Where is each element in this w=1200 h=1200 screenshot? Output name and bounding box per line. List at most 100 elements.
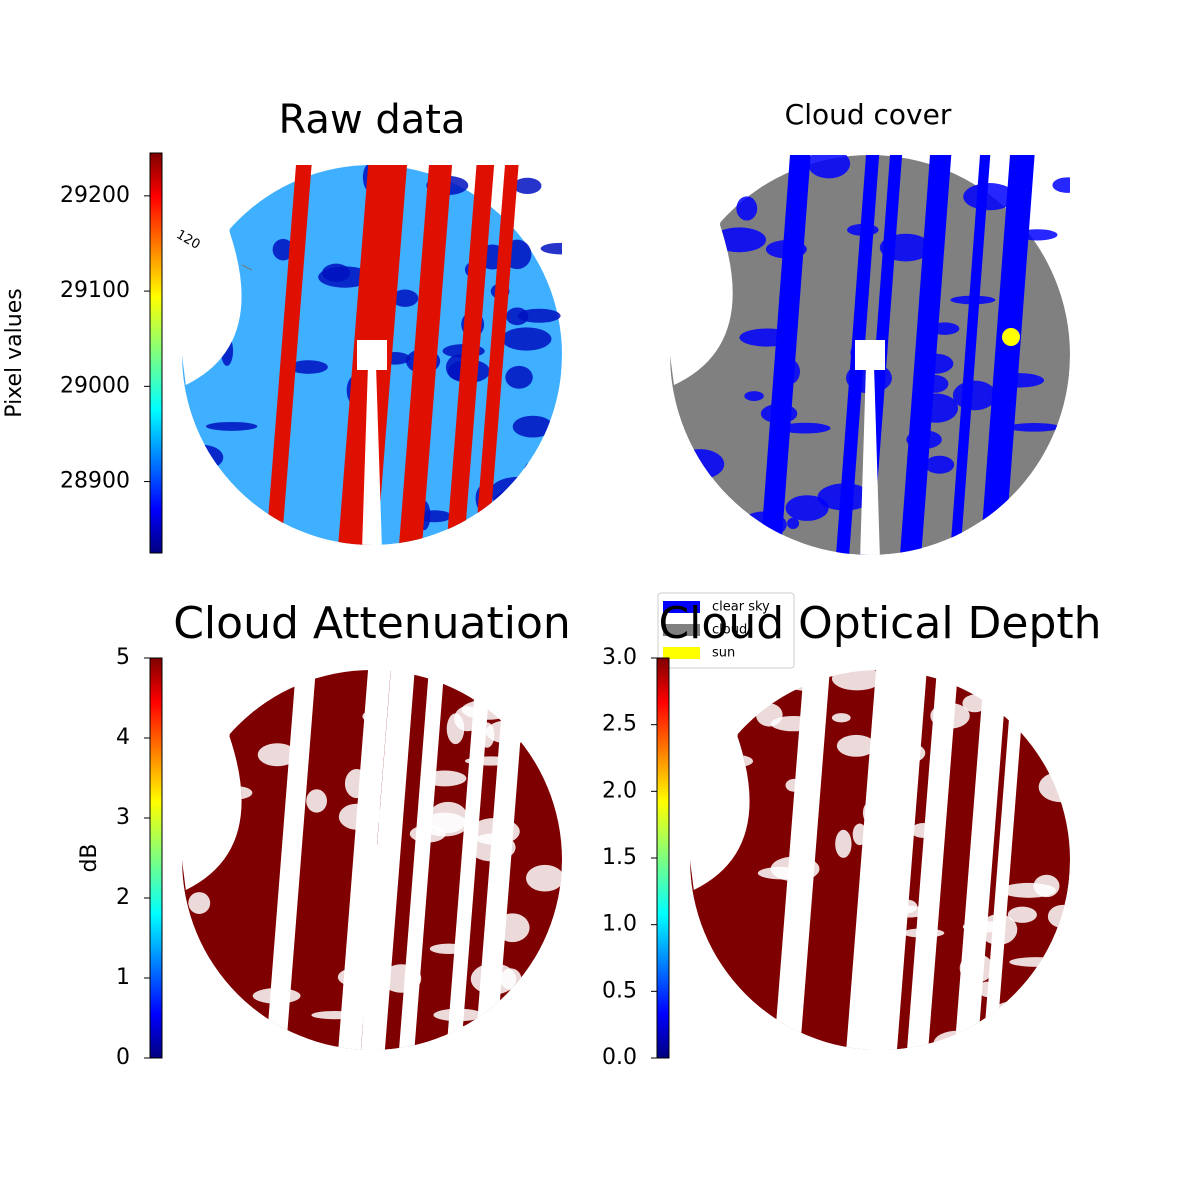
colorbar-tick-label: 1.5: [602, 845, 637, 870]
image-patch: [539, 738, 562, 758]
colorbar-tick-label: 29200: [60, 183, 130, 208]
image-patch: [962, 694, 988, 713]
image-patch: [677, 204, 693, 215]
image-stripe: [980, 155, 1035, 555]
image-patch: [779, 422, 831, 434]
image-patch: [933, 1030, 983, 1050]
image-patch: [684, 155, 724, 175]
image-patch: [517, 308, 561, 323]
image-patch: [288, 360, 328, 374]
colorbar-tick-label: 0.5: [602, 978, 637, 1003]
image-patch: [744, 391, 764, 401]
image-stripe: [446, 165, 495, 545]
image-stripe: [266, 668, 316, 1050]
arm-mask: [870, 870, 890, 1050]
colorbar-tick-label: 3: [116, 805, 130, 830]
image-patch: [306, 789, 328, 813]
image-patch: [1009, 957, 1064, 967]
image-patch: [713, 519, 749, 531]
image-patch: [191, 165, 231, 173]
image-patch: [1015, 1015, 1048, 1044]
image-patch: [1007, 906, 1037, 923]
colorbar-tick-label: 3.0: [602, 645, 637, 670]
image-patch: [676, 449, 725, 480]
legend-label: sun: [712, 646, 735, 661]
image-patch: [194, 675, 211, 699]
arm-mask: [362, 870, 382, 1050]
image-patch: [670, 155, 687, 163]
colorbar-tick-label: 1.0: [602, 912, 637, 937]
image-patch: [785, 495, 829, 521]
image-patch: [272, 238, 294, 261]
image-patch: [182, 722, 218, 749]
image-patch: [513, 177, 542, 194]
image-stripe: [446, 668, 492, 1050]
image-patch: [540, 242, 562, 255]
image-patch: [202, 314, 221, 325]
sky-image: [182, 165, 562, 545]
image-stripe: [983, 668, 1026, 1050]
polar-axis: [241, 264, 253, 271]
image-patch: [525, 864, 562, 892]
image-patch: [711, 754, 754, 768]
legend-swatch: [663, 624, 700, 636]
image-patch: [992, 540, 1024, 555]
colorbar-label: dB: [77, 843, 102, 872]
image-patch: [1059, 676, 1070, 692]
colorbar-tick-label: 28900: [60, 469, 130, 494]
image-patch: [1038, 771, 1070, 803]
colorbar-tick-label: 2.5: [602, 712, 637, 737]
image-stripe: [266, 165, 312, 545]
colorbar: [149, 152, 163, 554]
image-patch: [831, 713, 851, 723]
image-patch: [523, 461, 542, 482]
image-patch: [807, 155, 851, 179]
sky-image: [690, 668, 1070, 1050]
image-patch: [391, 289, 419, 307]
image-patch: [736, 196, 758, 221]
colorbar: [656, 657, 670, 1059]
image-patch: [1001, 882, 1056, 898]
image-patch: [506, 307, 529, 326]
image-patch: [924, 455, 955, 474]
image-patch: [993, 1000, 1038, 1023]
colorbar-tick-label: 29100: [60, 278, 130, 303]
colorbar-label: Pixel values: [2, 288, 27, 417]
image-patch: [835, 829, 852, 858]
image-stripe: [760, 155, 811, 555]
image-stripe: [475, 668, 527, 1050]
colorbar-tick-label: 0.0: [602, 1045, 637, 1070]
image-patch: [446, 713, 465, 745]
image-patch: [182, 444, 224, 470]
image-patch: [188, 892, 211, 915]
image-patch: [1006, 423, 1062, 432]
arm-mask: [860, 365, 880, 555]
image-patch: [223, 675, 236, 704]
image-patch: [1041, 462, 1063, 477]
colorbar: [149, 657, 163, 1059]
image-stripe: [907, 668, 959, 1050]
image-patch: [836, 734, 876, 757]
image-patch: [1039, 540, 1067, 550]
image-stripe: [950, 155, 991, 555]
image-patch: [1047, 904, 1070, 928]
image-patch: [235, 520, 272, 545]
legend-swatch: [663, 601, 700, 613]
image-patch: [831, 668, 882, 691]
panel-title: Cloud Attenuation: [173, 598, 571, 649]
image-stripe: [399, 165, 453, 545]
image-patch: [501, 327, 552, 351]
image-patch: [1052, 177, 1070, 193]
image-stripe: [399, 668, 445, 1050]
legend-swatch: [663, 647, 700, 659]
image-patch: [219, 786, 253, 800]
sun-marker: [1002, 328, 1020, 346]
image-patch: [731, 674, 787, 695]
image-patch: [703, 764, 717, 793]
sky-image: [182, 668, 562, 1050]
colorbar-tick-label: 2: [116, 885, 130, 910]
image-patch: [670, 231, 719, 263]
colorbar-tick-label: 4: [116, 725, 130, 750]
image-patch: [257, 743, 297, 767]
image-stripe: [954, 668, 1008, 1050]
